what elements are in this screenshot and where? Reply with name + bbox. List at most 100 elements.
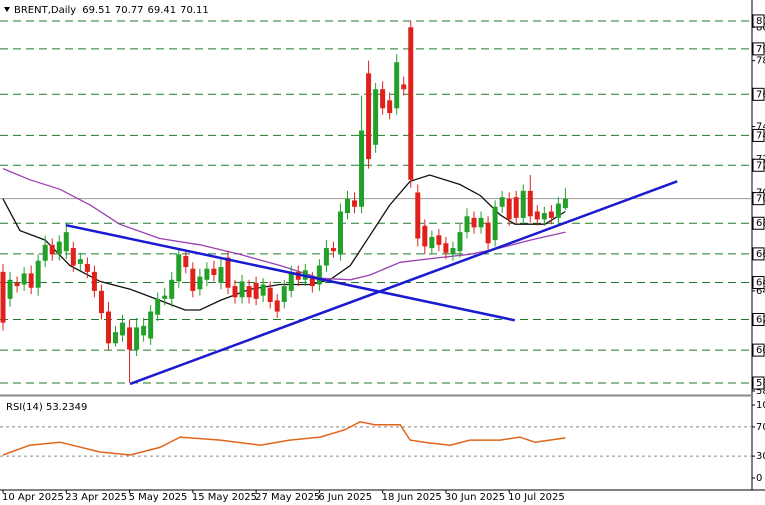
ohlc-close: 70.11 — [180, 5, 209, 16]
y-tick-label: 78.80 — [756, 56, 765, 67]
candle-body — [309, 278, 315, 287]
candle-body — [281, 286, 287, 303]
level-label-box — [752, 275, 765, 289]
candle-body — [190, 268, 196, 291]
ohlc-high: 70.77 — [115, 5, 144, 16]
rsi-tick-label: 0 — [756, 473, 762, 484]
candle-body — [70, 248, 76, 266]
candle-body — [197, 276, 203, 290]
candle-body — [316, 265, 322, 285]
candle-body — [148, 311, 154, 339]
level-label-box — [752, 42, 765, 56]
candle-body — [211, 268, 217, 276]
candle-body — [548, 211, 554, 218]
candle-body — [520, 190, 526, 218]
candle-body — [527, 190, 533, 217]
candle-body — [63, 232, 69, 252]
candle-body — [56, 241, 62, 255]
candle-body — [534, 211, 540, 220]
candle-body — [232, 286, 238, 298]
candle-body — [105, 311, 111, 344]
x-tick-label: 30 Jun 2025 — [445, 492, 505, 503]
candle-body — [295, 271, 301, 280]
ohlc-low: 69.41 — [147, 5, 176, 16]
candle-body — [288, 271, 294, 291]
x-tick-label: 18 Jun 2025 — [382, 492, 442, 503]
level-label-box — [752, 216, 765, 230]
level-label: 72.21 — [756, 160, 765, 171]
grid-layer: 80.9078.8074.6572.6070.5064.3058.0081.30… — [0, 14, 765, 503]
level-label: 76.68 — [756, 89, 765, 100]
marks-layer — [0, 20, 678, 456]
candle-body — [42, 244, 48, 261]
candle-body — [506, 198, 512, 220]
x-tick-label: 6 Jun 2025 — [318, 492, 372, 503]
candle-body — [225, 257, 231, 288]
candle-body — [274, 300, 280, 312]
candle-body — [155, 298, 161, 315]
candle-body — [464, 216, 470, 233]
candle-body — [478, 217, 484, 228]
rsi-title: RSI(14) 53.2349 — [6, 402, 87, 413]
chart-title: BRENT,Daily — [14, 5, 76, 16]
trendline — [65, 223, 516, 322]
candle-body — [21, 273, 27, 285]
level-label: 81.30 — [756, 16, 765, 27]
candle-body — [253, 282, 259, 299]
candle-body — [91, 271, 97, 291]
level-label: 68.56 — [756, 218, 765, 229]
level-label: 64.83 — [756, 277, 765, 288]
level-label: 60.57 — [756, 345, 765, 356]
candle-body — [499, 197, 505, 207]
candle-body — [113, 332, 119, 344]
y-tick-label: 64.30 — [756, 286, 765, 297]
rsi-line — [2, 421, 566, 456]
candle-body — [352, 200, 358, 207]
candle-body — [169, 279, 175, 299]
candle-body — [436, 235, 442, 245]
candle-body — [260, 284, 266, 296]
level-label-box — [752, 247, 765, 261]
candle-body — [373, 89, 379, 145]
candle-body — [49, 244, 55, 255]
level-label: 58.50 — [756, 378, 765, 389]
candle-body — [344, 198, 350, 214]
candle-body — [28, 273, 34, 288]
rsi-tick-label: 100 — [756, 400, 765, 411]
candle-body — [141, 325, 147, 336]
candle-body — [366, 73, 372, 160]
candle-body — [127, 327, 133, 350]
candle-body — [541, 213, 547, 220]
x-tick-label: 23 Apr 2025 — [65, 492, 127, 503]
level-label-box — [752, 128, 765, 142]
candle-body — [401, 84, 407, 90]
candle-body — [492, 206, 498, 241]
x-tick-label: 27 May 2025 — [255, 492, 320, 503]
candle-body — [387, 100, 393, 114]
level-label: 62.50 — [756, 314, 765, 325]
x-tick-label: 15 May 2025 — [192, 492, 257, 503]
candle-body — [176, 254, 182, 282]
level-label-box — [752, 343, 765, 357]
candle-body — [7, 279, 13, 299]
candle-body — [429, 236, 435, 249]
candle-body — [0, 271, 6, 323]
current-price-label: 70.11 — [756, 194, 765, 205]
candle-body — [422, 225, 428, 247]
candle-body — [380, 89, 386, 109]
rsi-tick-label: 30 — [756, 451, 765, 462]
candle-body — [218, 267, 224, 283]
x-tick-label: 10 Apr 2025 — [2, 492, 64, 503]
candle-body — [450, 248, 456, 255]
candle-body — [183, 255, 189, 268]
rsi-tick-label: 70 — [756, 422, 765, 433]
menu-arrow — [4, 7, 10, 12]
y-tick-label: 80.90 — [756, 22, 765, 33]
level-label-box — [752, 312, 765, 326]
candle-body — [443, 243, 449, 253]
chart-header: BRENT,Daily 69.51 70.77 69.41 70.11 — [14, 5, 209, 16]
candle-body — [359, 130, 365, 207]
candle-body — [239, 281, 245, 298]
x-tick-label: 10 Jul 2025 — [508, 492, 565, 503]
